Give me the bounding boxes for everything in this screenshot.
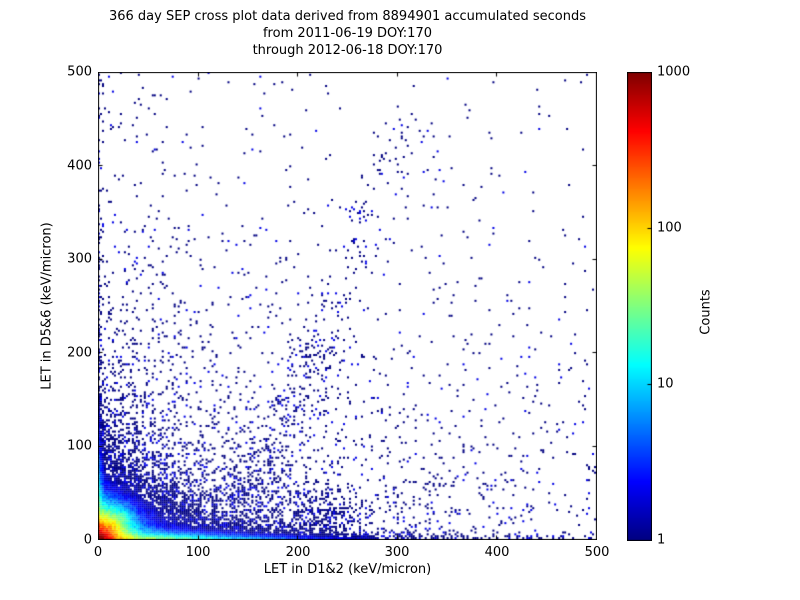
title-line-3: through 2012-06-18 DOY:170	[252, 43, 443, 58]
y-tick-500: 500	[67, 64, 92, 80]
colorbar-label: Counts	[698, 289, 714, 335]
x-tick-0: 0	[93, 545, 103, 560]
x-tick-400: 400	[484, 545, 510, 560]
colorbar-tick-100: 100	[657, 220, 682, 236]
x-tick-100: 100	[185, 545, 211, 560]
colorbar-tick-1000: 1000	[657, 64, 691, 80]
title-line-1: 366 day SEP cross plot data derived from…	[108, 9, 587, 24]
colorbar-tick-1: 1	[657, 532, 666, 548]
colorbar-tick-10: 10	[657, 376, 674, 392]
x-tick-500: 500	[584, 545, 610, 560]
colorbar-canvas	[627, 72, 652, 541]
y-tick-0: 0	[83, 532, 92, 548]
scatter-plot-canvas	[98, 72, 597, 540]
x-axis-label: LET in D1&2 (keV/micron)	[263, 562, 432, 577]
x-tick-300: 300	[384, 545, 410, 560]
y-tick-200: 200	[67, 345, 92, 361]
title-line-2: from 2011-06-19 DOY:170	[262, 26, 432, 41]
y-tick-400: 400	[67, 158, 92, 174]
y-axis-label: LET in D5&6 (keV/micron)	[39, 222, 55, 390]
chart-title: 366 day SEP cross plot data derived from…	[98, 8, 597, 59]
y-tick-300: 300	[67, 251, 92, 267]
x-tick-200: 200	[285, 545, 311, 560]
y-tick-100: 100	[67, 438, 92, 454]
